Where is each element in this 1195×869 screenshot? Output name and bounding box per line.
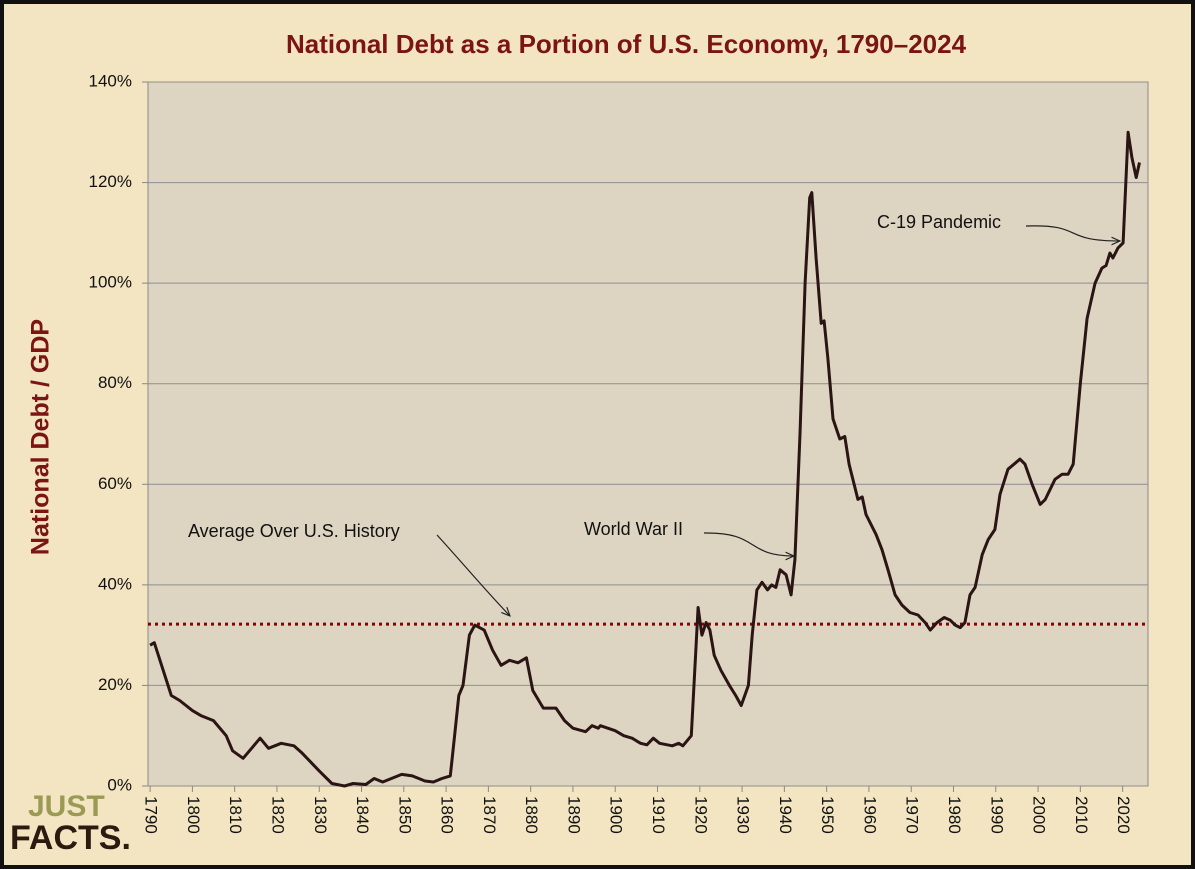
y-tick-label: 40% <box>98 574 132 593</box>
x-tick-label: 1940 <box>776 796 795 834</box>
annotation: Average Over U.S. History <box>188 521 400 541</box>
plot-area <box>147 81 1149 787</box>
x-tick-label: 1960 <box>860 796 879 834</box>
annotation-arrow <box>703 532 794 556</box>
x-tick-label: 1830 <box>311 796 330 834</box>
x-tick-label: 1870 <box>480 796 499 834</box>
x-tick-label: 1930 <box>734 796 753 834</box>
logo-text: FACTS. <box>10 819 131 857</box>
y-axis-label: National Debt / GDP <box>27 319 55 555</box>
x-tick-label: 1920 <box>691 796 710 834</box>
y-tick-label: 20% <box>98 675 132 694</box>
x-tick-label: 1950 <box>818 796 837 834</box>
x-tick-label: 1890 <box>564 796 583 834</box>
data-line <box>149 130 1141 788</box>
x-tick-label: 1990 <box>987 796 1006 834</box>
x-tick-label: 1800 <box>184 796 203 834</box>
annotation-arrow <box>436 534 510 616</box>
annotation-arrow <box>1025 225 1120 241</box>
x-tick-label: 2020 <box>1114 796 1133 834</box>
x-tick-label: 1810 <box>226 796 245 834</box>
chart-title: National Debt as a Portion of U.S. Econo… <box>286 29 967 59</box>
y-tick-label: 60% <box>98 474 132 493</box>
annotation: World War II <box>584 519 683 539</box>
y-tick-label: 140% <box>89 71 132 90</box>
x-tick-label: 1900 <box>607 796 626 834</box>
logo-text: JUST <box>28 790 105 823</box>
y-tick-label: 120% <box>89 172 132 191</box>
x-tick-label: 1820 <box>268 796 287 834</box>
x-tick-label: 1840 <box>353 796 372 834</box>
annotation: C-19 Pandemic <box>877 212 1001 232</box>
x-tick-label: 2000 <box>1030 796 1049 834</box>
x-tick-label: 1970 <box>903 796 922 834</box>
x-tick-label: 2010 <box>1072 796 1091 834</box>
x-tick-label: 1880 <box>522 796 541 834</box>
x-tick-label: 1860 <box>438 796 457 834</box>
y-tick-label: 100% <box>89 273 132 292</box>
y-tick-label: 80% <box>98 373 132 392</box>
y-tick-label: 0% <box>107 775 132 794</box>
x-tick-label: 1910 <box>649 796 668 834</box>
x-tick-label: 1790 <box>142 796 161 834</box>
x-tick-label: 1980 <box>945 796 964 834</box>
x-tick-label: 1850 <box>395 796 414 834</box>
